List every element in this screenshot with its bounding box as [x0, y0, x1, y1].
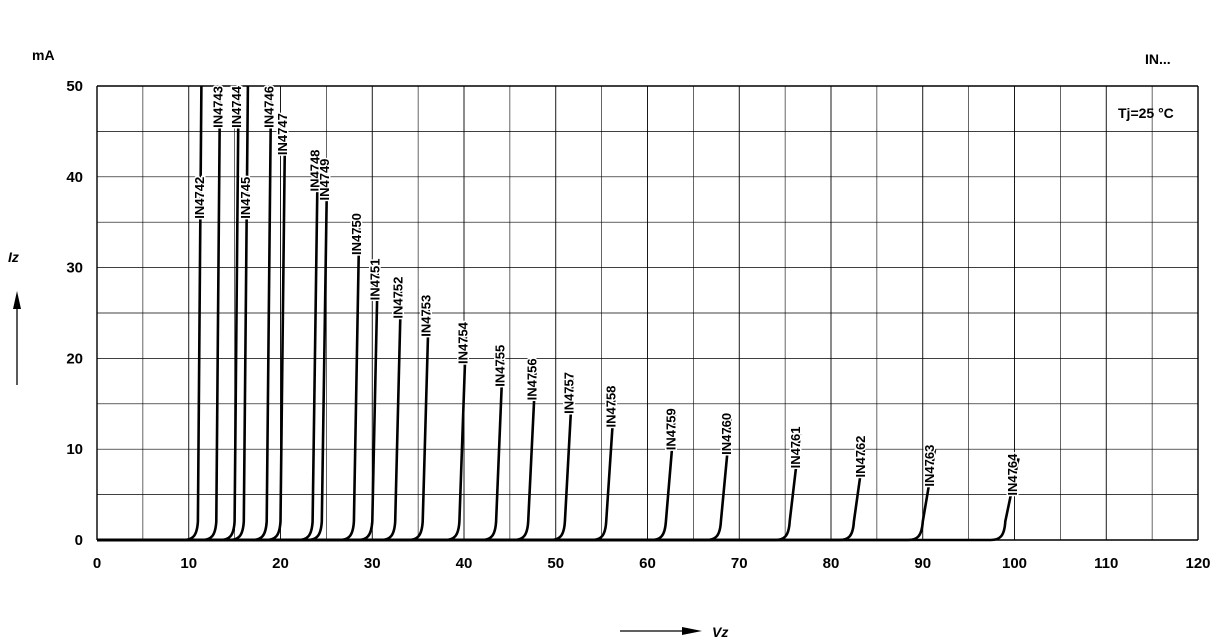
grid [96, 85, 1199, 541]
chart-title: IN... [1145, 51, 1171, 67]
curve-label: IN4753 [418, 295, 433, 337]
curve-label-group: IN4753 [417, 293, 435, 338]
y-tick-label: 20 [66, 350, 83, 367]
curve-label-group: IN4750 [348, 212, 366, 257]
curve-label: IN4756 [525, 358, 540, 400]
x-tick-label: 80 [823, 555, 840, 572]
curve-label-group: IN4754 [454, 320, 472, 366]
curve-label-group: IN4761 [787, 425, 805, 470]
curve-label-group: IN4744 [228, 84, 246, 130]
curve-label: IN4752 [391, 277, 406, 319]
curve-label-group: IN4748 [306, 148, 324, 193]
condition-label: Tj=25 °C [1118, 105, 1174, 121]
curve-label-group: IN4764 [1004, 451, 1022, 497]
y-axis-label: Iz [8, 249, 19, 265]
curve-label-group: IN4749 [315, 157, 333, 202]
curve-label-group: IN4762 [851, 434, 869, 479]
curve-in4753 [97, 303, 431, 542]
curves [97, 85, 1020, 542]
tick-labels: 0 10 20 30 40 50 60 70 80 90 100 110 120 0 10 20 30 40 50 [66, 78, 1210, 572]
x-axis-arrow [620, 627, 702, 635]
curve-label: IN4754 [455, 321, 470, 364]
curve-label: IN4764 [1005, 453, 1020, 496]
curve-label: IN4745 [238, 177, 253, 219]
curve-label-group: IN4747 [274, 112, 292, 157]
x-tick-label: 60 [639, 555, 656, 572]
curve-in4755 [97, 349, 505, 542]
y-tick-label: 10 [66, 441, 83, 458]
curve-in4756 [97, 367, 537, 542]
curve-label: IN4743 [211, 86, 226, 128]
curve-label: IN4746 [261, 86, 276, 128]
curve-label: IN4750 [349, 213, 364, 255]
x-tick-label: 120 [1185, 555, 1210, 572]
curve-label: IN4749 [317, 159, 332, 201]
curve-label-group: IN4751 [366, 257, 384, 302]
curve-label-group: IN4746 [260, 85, 278, 130]
curve-label: IN4761 [788, 427, 803, 469]
y-tick-label: 0 [75, 532, 83, 549]
curve-label: IN4762 [853, 436, 868, 478]
x-tick-label: 100 [1002, 555, 1027, 572]
curve-label-group: IN4752 [389, 275, 407, 320]
curve-label-group: IN4763 [921, 443, 939, 488]
y-axis-arrow [13, 291, 21, 385]
y-tick-label: 40 [66, 169, 83, 186]
x-axis-label: Vz [712, 624, 728, 640]
x-tick-label: 30 [364, 555, 381, 572]
condition-text: Tj=25 °C [1118, 105, 1174, 121]
curve-label: IN4763 [922, 445, 937, 487]
curve-label-group: IN4743 [209, 85, 227, 130]
curve-label-group: IN4757 [560, 371, 578, 416]
curve-in4762 [97, 439, 867, 542]
curve-label-group: IN4758 [602, 384, 620, 429]
curve-label: IN4744 [229, 85, 244, 128]
x-tick-label: 70 [731, 555, 748, 572]
curve-label: IN4760 [719, 413, 734, 455]
curve-in4764 [97, 458, 1020, 542]
curve-in4749 [97, 190, 329, 542]
y-unit-label: mA [32, 47, 55, 63]
x-tick-label: 0 [93, 555, 101, 572]
curve-label: IN4748 [308, 150, 323, 192]
x-tick-label: 10 [180, 555, 197, 572]
curve-in4750 [97, 222, 361, 542]
x-tick-label: 90 [914, 555, 931, 572]
curve-label: IN4755 [492, 345, 507, 387]
curve-label-group: IN4760 [717, 411, 735, 456]
curve-label: IN4757 [562, 372, 577, 414]
y-tick-label: 30 [66, 260, 83, 277]
curve-in4760 [97, 417, 732, 542]
x-tick-label: 50 [547, 555, 564, 572]
curve-label: IN4751 [368, 259, 383, 301]
curve-label: IN4759 [663, 408, 678, 450]
curve-in4761 [97, 430, 802, 542]
x-tick-label: 20 [272, 555, 289, 572]
curve-label: IN4747 [275, 113, 290, 155]
curve-label: IN4758 [603, 386, 618, 428]
x-tick-label: 110 [1094, 555, 1118, 572]
curve-label-group: IN4755 [491, 343, 509, 388]
curve-in4747 [97, 131, 287, 542]
curve-in4759 [97, 412, 677, 542]
x-tick-label: 40 [456, 555, 473, 572]
curve-label-group: IN4745 [237, 175, 255, 220]
curve-label: IN4742 [192, 177, 207, 219]
y-tick-label: 50 [66, 78, 83, 95]
curve-label-group: IN4756 [523, 357, 541, 402]
curve-label-group: IN4759 [662, 407, 680, 452]
curve-label-group: IN4742 [191, 175, 209, 220]
